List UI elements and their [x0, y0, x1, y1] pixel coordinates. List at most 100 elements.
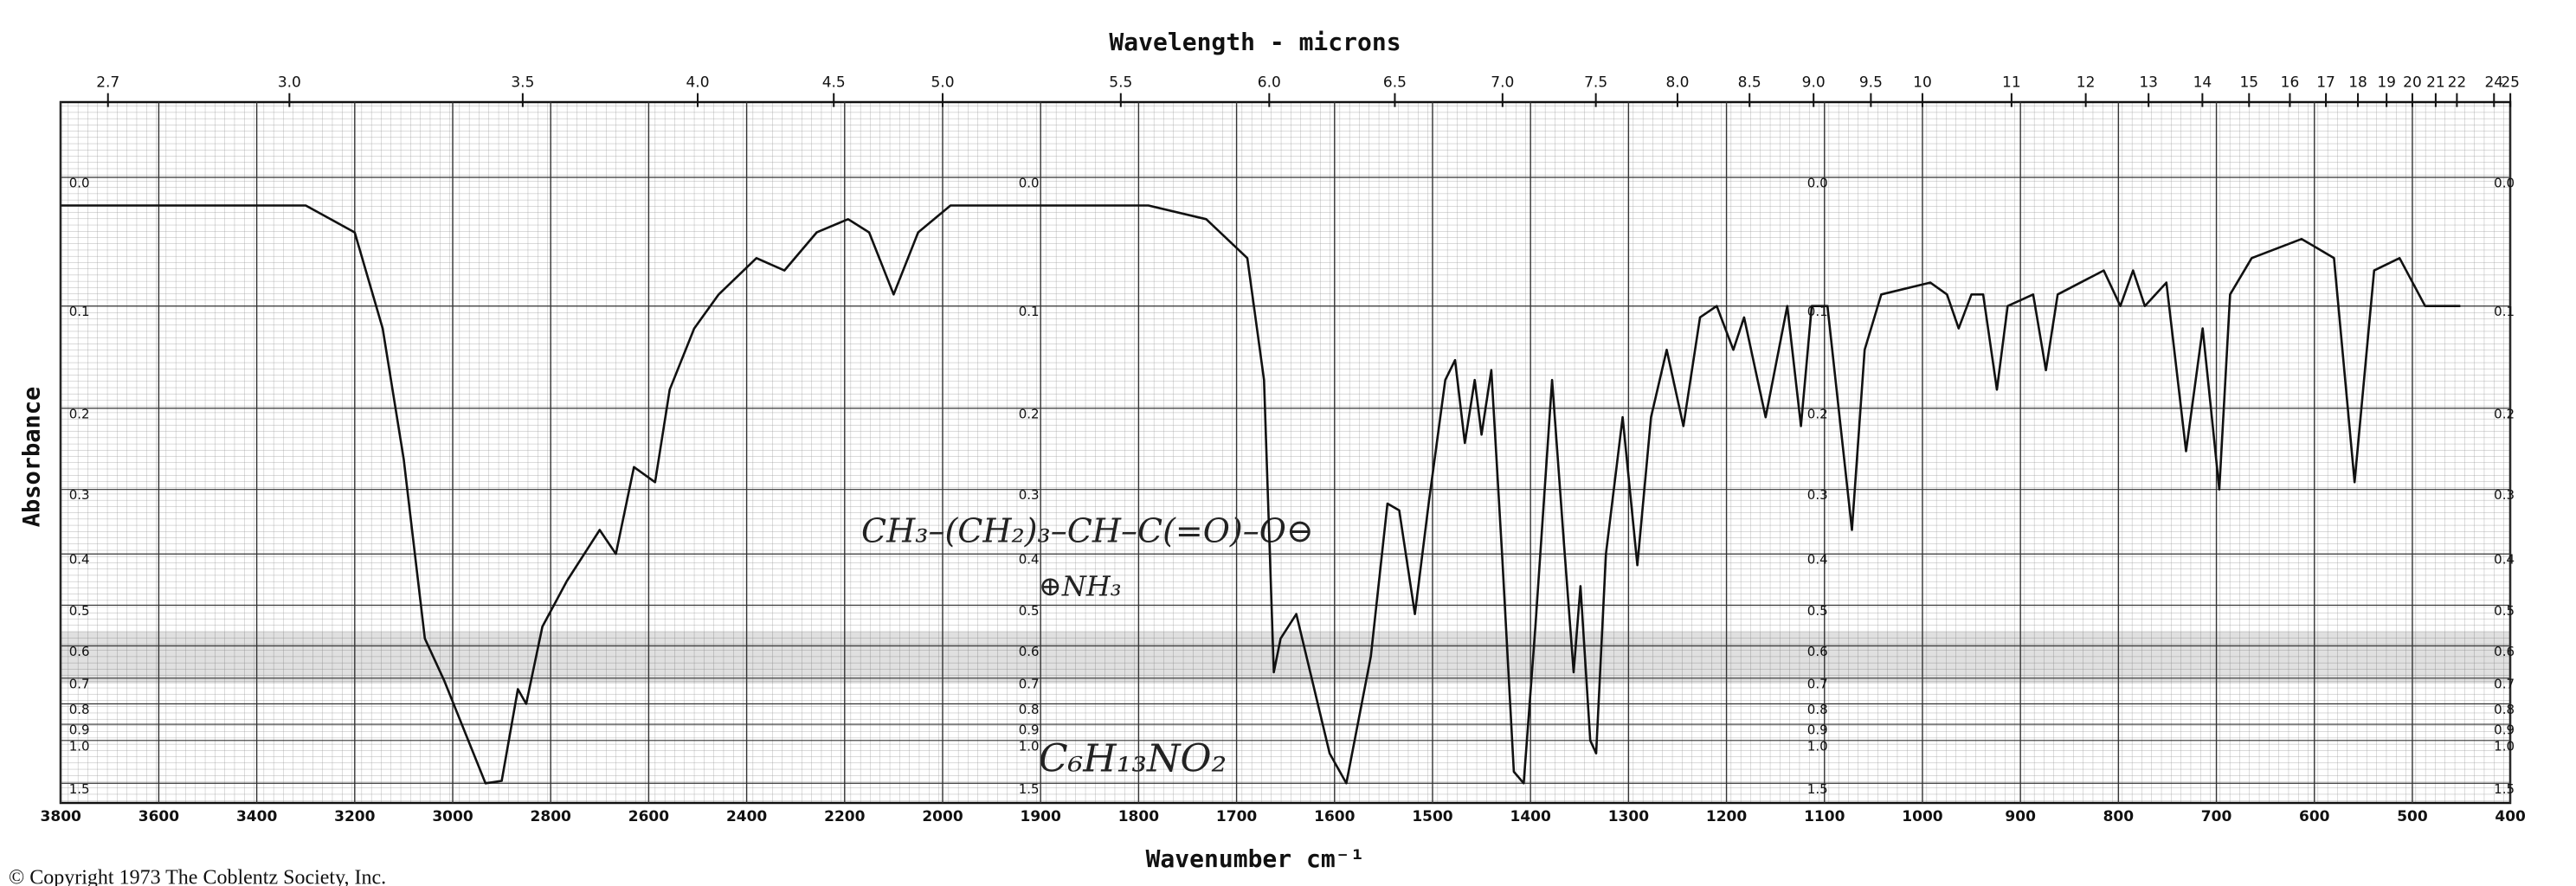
x-tick-label: 3800	[41, 808, 81, 825]
y-tick-label: 0.9	[2494, 722, 2515, 738]
y-tick-label: 0.4	[1807, 552, 1828, 568]
x-tick-label: 3400	[236, 808, 277, 825]
x2-tick-label: 3.0	[278, 74, 301, 92]
x2-tick-label: 15	[2239, 74, 2258, 92]
y-tick-label: 0.2	[69, 406, 90, 421]
x-tick-label: 1100	[1804, 808, 1845, 825]
y-axis-label: Absorbance	[19, 387, 46, 528]
copyright: © Copyright 1973 The Coblentz Society, I…	[9, 867, 386, 886]
y-tick-label: 0.5	[1019, 603, 1040, 619]
y-tick-label: 0.3	[69, 487, 90, 503]
y-tick-label: 0.7	[2494, 676, 2515, 691]
x2-tick-label: 5.0	[931, 74, 954, 92]
x2-tick-label: 8.0	[1665, 74, 1689, 92]
x2-tick-label: 7.5	[1584, 74, 1607, 92]
y-tick-label: 0.1	[1019, 304, 1040, 319]
y-tick-label: 0.0	[2494, 175, 2515, 190]
x2-tick-label: 4.5	[822, 74, 846, 92]
x-tick-label: 1700	[1216, 808, 1257, 825]
y-tick-label: 0.0	[69, 175, 90, 190]
x2-tick-label: 2.7	[96, 74, 119, 92]
y-tick-label: 1.0	[69, 738, 90, 754]
x-tick-label: 3200	[334, 808, 375, 825]
annotation: C₆H₁₃NO₂	[1039, 737, 1227, 781]
x-tick-label: 2400	[726, 808, 767, 825]
x-tick-label: 1800	[1118, 808, 1159, 825]
y-tick-label: 0.5	[2494, 603, 2515, 619]
x2-tick-label: 17	[2316, 74, 2335, 92]
y-tick-label: 0.1	[69, 304, 90, 319]
x2-tick-label: 22	[2448, 74, 2467, 92]
chart-title: Wavelength - microns	[1109, 28, 1401, 56]
x-tick-label: 600	[2299, 808, 2330, 825]
x2-tick-label: 10	[1913, 74, 1932, 92]
shade-band	[61, 632, 2510, 684]
x2-tick-label: 20	[2403, 74, 2422, 92]
y-tick-label: 0.5	[69, 603, 90, 619]
x-tick-label: 1200	[1706, 808, 1747, 825]
x-tick-label: 3000	[432, 808, 473, 825]
y-tick-label: 1.5	[1019, 781, 1040, 797]
x-tick-label: 2600	[628, 808, 669, 825]
x2-tick-label: 14	[2193, 74, 2212, 92]
x2-tick-label: 4.0	[686, 74, 709, 92]
y-tick-label: 1.0	[1019, 738, 1040, 754]
y-tick-label: 0.9	[1807, 722, 1828, 738]
y-tick-label: 0.6	[1019, 644, 1040, 659]
y-tick-label: 0.6	[1807, 644, 1828, 659]
y-tick-label: 0.9	[69, 722, 90, 738]
x2-tick-label: 9.0	[1802, 74, 1826, 92]
y-tick-label: 0.3	[1019, 487, 1040, 503]
x2-tick-label: 16	[2281, 74, 2300, 92]
x-tick-label: 800	[2103, 808, 2135, 825]
y-tick-label: 0.6	[69, 644, 90, 659]
y-tick-label: 1.5	[2494, 781, 2515, 797]
y-tick-label: 0.2	[2494, 406, 2515, 421]
y-tick-label: 0.4	[2494, 552, 2515, 568]
x2-tick-label: 21	[2426, 74, 2445, 92]
y-tick-label: 0.5	[1807, 603, 1828, 619]
y-tick-label: 1.0	[2494, 738, 2515, 754]
y-tick-label: 0.3	[1807, 487, 1828, 503]
y-tick-label: 0.2	[1019, 406, 1040, 421]
y-tick-label: 0.1	[2494, 304, 2515, 319]
annotation: ⊕NH₃	[1039, 570, 1122, 603]
x-tick-label: 1500	[1412, 808, 1452, 825]
y-tick-label: 0.9	[1019, 722, 1040, 738]
x2-tick-label: 6.0	[1258, 74, 1281, 92]
x2-tick-label: 6.5	[1383, 74, 1407, 92]
y-tick-label: 0.8	[1807, 702, 1828, 717]
y-tick-label: 0.6	[2494, 644, 2515, 659]
y-tick-label: 0.7	[1019, 676, 1040, 691]
x2-tick-label: 7.0	[1491, 74, 1514, 92]
x2-tick-label: 11	[2002, 74, 2021, 92]
x-tick-label: 1000	[1902, 808, 1942, 825]
y-tick-label: 0.0	[1807, 175, 1828, 190]
x2-tick-label: 9.5	[1859, 74, 1883, 92]
x-tick-label: 2000	[922, 808, 963, 825]
x-tick-label: 3600	[138, 808, 179, 825]
x-tick-label: 2200	[824, 808, 865, 825]
x2-tick-label: 3.5	[511, 74, 534, 92]
x2-tick-label: 8.5	[1738, 74, 1761, 92]
x2-tick-label: 24	[2484, 74, 2503, 92]
x-tick-label: 1600	[1314, 808, 1355, 825]
x2-tick-label: 5.5	[1109, 74, 1132, 92]
x2-tick-label: 13	[2139, 74, 2158, 92]
annotation: CH₃–(CH₂)₃–CH–C(=O)–O⊖	[861, 512, 1314, 550]
y-tick-label: 0.7	[69, 676, 90, 691]
x-tick-label: 1900	[1021, 808, 1061, 825]
x-tick-label: 400	[2495, 808, 2526, 825]
y-tick-label: 0.7	[1807, 676, 1828, 691]
x2-tick-label: 19	[2377, 74, 2396, 92]
x2-tick-label: 18	[2348, 74, 2367, 92]
y-tick-label: 1.5	[69, 781, 90, 797]
x-axis-label: Wavenumber cm⁻¹	[1146, 844, 1365, 873]
x-tick-label: 700	[2201, 808, 2232, 825]
y-tick-label: 0.2	[1807, 406, 1828, 421]
y-tick-label: 1.0	[1807, 738, 1828, 754]
x2-tick-label: 25	[2501, 74, 2520, 92]
x-tick-label: 500	[2397, 808, 2428, 825]
x-tick-label: 900	[2005, 808, 2036, 825]
